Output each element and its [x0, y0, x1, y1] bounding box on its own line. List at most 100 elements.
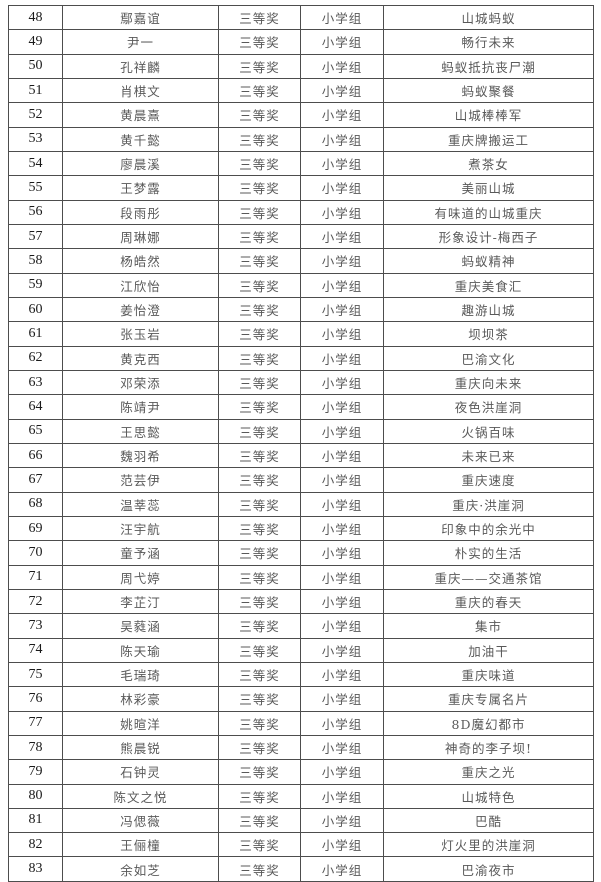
row-number-cell: 50	[8, 53, 63, 79]
name-cell: 江欣怡	[62, 272, 219, 298]
table-row: 51 肖棋文 三等奖 小学组 蚂蚁聚餐	[8, 77, 594, 104]
name-cell: 冯偲薇	[62, 807, 219, 834]
table-row: 76 林彩豪 三等奖 小学组 重庆专属名片	[8, 686, 594, 712]
row-number-cell: 82	[8, 832, 63, 858]
award-cell: 三等奖	[218, 467, 301, 493]
group-cell: 小学组	[300, 442, 384, 469]
work-cell: 巴渝文化	[383, 345, 594, 371]
row-number-cell: 48	[8, 4, 63, 31]
name-cell: 鄢嘉谊	[62, 4, 219, 31]
group-cell: 小学组	[300, 272, 384, 298]
name-cell: 黄千懿	[62, 126, 219, 152]
award-cell: 三等奖	[218, 710, 301, 736]
table-row: 57 周琳娜 三等奖 小学组 形象设计-梅西子	[8, 223, 594, 250]
award-cell: 三等奖	[218, 759, 301, 785]
award-cell: 三等奖	[218, 29, 301, 55]
work-cell: 坝坝茶	[383, 321, 594, 347]
table-row: 75 毛瑞琦 三等奖 小学组 重庆味道	[8, 661, 594, 688]
work-cell: 加油干	[383, 637, 594, 663]
work-cell: 山城蚂蚁	[383, 4, 594, 31]
row-number-cell: 76	[8, 686, 63, 712]
row-number-cell: 78	[8, 734, 63, 761]
table-row: 53 黄千懿 三等奖 小学组 重庆牌搬运工	[8, 126, 594, 152]
row-number-cell: 57	[8, 223, 63, 250]
table-row: 48 鄢嘉谊 三等奖 小学组 山城蚂蚁	[8, 4, 594, 31]
row-number-cell: 56	[8, 199, 63, 225]
row-number-cell: 74	[8, 637, 63, 663]
award-cell: 三等奖	[218, 564, 301, 590]
table-row: 58 杨皓然 三等奖 小学组 蚂蚁精神	[8, 248, 594, 274]
row-number-cell: 71	[8, 564, 63, 590]
row-number-cell: 72	[8, 588, 63, 615]
table-row: 50 孔祥麟 三等奖 小学组 蚂蚁抵抗丧尸潮	[8, 53, 594, 79]
group-cell: 小学组	[300, 856, 384, 882]
row-number-cell: 58	[8, 248, 63, 274]
work-cell: 印象中的余光中	[383, 515, 594, 542]
row-number-cell: 77	[8, 710, 63, 736]
row-number-cell: 62	[8, 345, 63, 371]
name-cell: 汪宇航	[62, 515, 219, 542]
group-cell: 小学组	[300, 53, 384, 79]
name-cell: 王思懿	[62, 418, 219, 444]
work-cell: 煮茶女	[383, 150, 594, 177]
row-number-cell: 64	[8, 394, 63, 420]
awards-table: 48 鄢嘉谊 三等奖 小学组 山城蚂蚁 49 尹一 三等奖 小学组 畅行未来 50 孔祥麟 三等奖 小学组…	[8, 4, 594, 882]
group-cell: 小学组	[300, 77, 384, 104]
table-row: 70 童予涵 三等奖 小学组 朴实的生活	[8, 540, 594, 566]
table-row: 60 姜怡澄 三等奖 小学组 趣游山城	[8, 296, 594, 323]
row-number-cell: 66	[8, 442, 63, 469]
award-cell: 三等奖	[218, 661, 301, 688]
group-cell: 小学组	[300, 588, 384, 615]
name-cell: 陈天瑜	[62, 637, 219, 663]
table-row: 67 范芸伊 三等奖 小学组 重庆速度	[8, 467, 594, 493]
table-row: 49 尹一 三等奖 小学组 畅行未来	[8, 29, 594, 55]
name-cell: 温莘蕊	[62, 491, 219, 517]
work-cell: 集市	[383, 613, 594, 639]
name-cell: 王梦露	[62, 175, 219, 201]
award-cell: 三等奖	[218, 345, 301, 371]
award-cell: 三等奖	[218, 856, 301, 882]
group-cell: 小学组	[300, 807, 384, 834]
group-cell: 小学组	[300, 394, 384, 420]
work-cell: 重庆的春天	[383, 588, 594, 615]
name-cell: 魏羽希	[62, 442, 219, 469]
work-cell: 形象设计-梅西子	[383, 223, 594, 250]
table-row: 61 张玉岩 三等奖 小学组 坝坝茶	[8, 321, 594, 347]
group-cell: 小学组	[300, 126, 384, 152]
row-number-cell: 61	[8, 321, 63, 347]
name-cell: 王俪橦	[62, 832, 219, 858]
work-cell: 畅行未来	[383, 29, 594, 55]
name-cell: 毛瑞琦	[62, 661, 219, 688]
group-cell: 小学组	[300, 783, 384, 809]
group-cell: 小学组	[300, 102, 384, 128]
name-cell: 姜怡澄	[62, 296, 219, 323]
group-cell: 小学组	[300, 150, 384, 177]
work-cell: 蚂蚁精神	[383, 248, 594, 274]
name-cell: 余如芝	[62, 856, 219, 882]
award-cell: 三等奖	[218, 272, 301, 298]
name-cell: 孔祥麟	[62, 53, 219, 79]
row-number-cell: 55	[8, 175, 63, 201]
row-number-cell: 51	[8, 77, 63, 104]
work-cell: 巴渝夜市	[383, 856, 594, 882]
table-row: 71 周弋婷 三等奖 小学组 重庆——交通茶馆	[8, 564, 594, 590]
name-cell: 邓荣添	[62, 369, 219, 396]
name-cell: 尹一	[62, 29, 219, 55]
name-cell: 童予涵	[62, 540, 219, 566]
row-number-cell: 63	[8, 369, 63, 396]
group-cell: 小学组	[300, 832, 384, 858]
name-cell: 石钟灵	[62, 759, 219, 785]
work-cell: 山城棒棒军	[383, 102, 594, 128]
award-cell: 三等奖	[218, 4, 301, 31]
work-cell: 蚂蚁抵抗丧尸潮	[383, 53, 594, 79]
row-number-cell: 59	[8, 272, 63, 298]
group-cell: 小学组	[300, 661, 384, 688]
table-row: 81 冯偲薇 三等奖 小学组 巴酷	[8, 807, 594, 834]
award-cell: 三等奖	[218, 296, 301, 323]
table-row: 52 黄晨熹 三等奖 小学组 山城棒棒军	[8, 102, 594, 128]
award-cell: 三等奖	[218, 613, 301, 639]
name-cell: 李芷汀	[62, 588, 219, 615]
table-row: 59 江欣怡 三等奖 小学组 重庆美食汇	[8, 272, 594, 298]
name-cell: 林彩豪	[62, 686, 219, 712]
work-cell: 夜色洪崖洞	[383, 394, 594, 420]
